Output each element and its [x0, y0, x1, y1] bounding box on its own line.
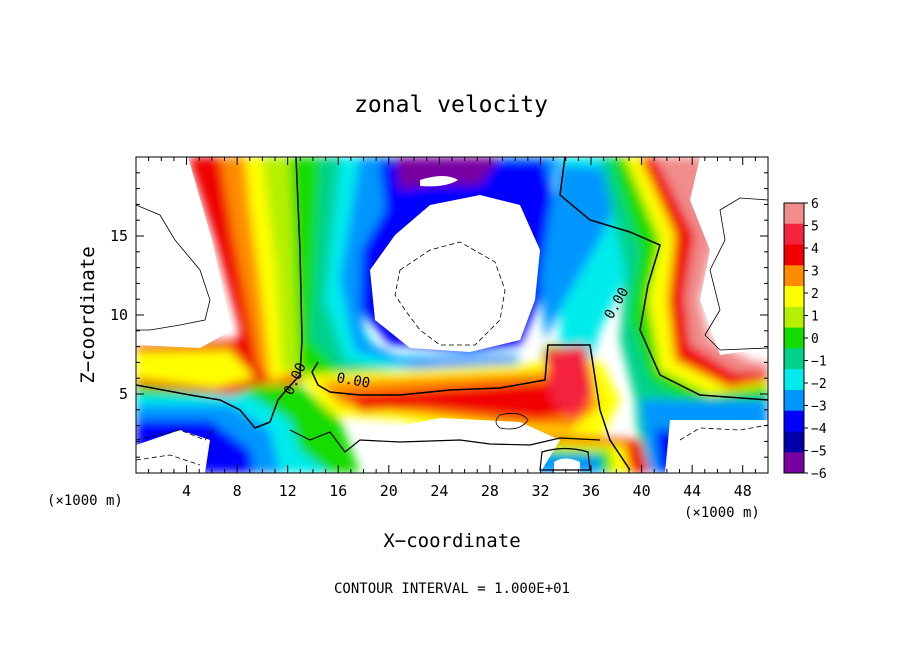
colorbar-label: 4	[811, 242, 819, 257]
x-unit-label-left: (×1000 m)	[47, 493, 123, 509]
x-tick-label: 36	[582, 482, 600, 500]
y-tick-label: 15	[110, 227, 128, 245]
x-tick-label: 16	[329, 482, 347, 500]
colorbar-swatch	[784, 369, 804, 391]
x-tick-label: 28	[481, 482, 499, 500]
colorbar-swatch	[784, 452, 804, 474]
colorbar-swatch	[784, 223, 804, 246]
colorbar-label: 0	[811, 332, 819, 347]
colorbar-label: −1	[811, 355, 827, 370]
x-tick-label: 32	[531, 482, 549, 500]
x-tick-label: 4	[182, 482, 191, 500]
colorbar-label: −4	[811, 422, 827, 437]
colorbar-swatch	[784, 431, 804, 453]
x-axis-label: X−coordinate	[383, 530, 520, 552]
contour-interval-note: CONTOUR INTERVAL = 1.000E+01	[334, 581, 570, 597]
colorbar: 6 5 4 3 2 1 0 −1 −2 −3 −4 −5 −6	[783, 197, 827, 482]
colorbar-swatch	[784, 244, 804, 266]
y-tick-label: 10	[110, 306, 128, 324]
colorbar-label: 3	[811, 265, 819, 280]
y-axis-label: Z−coordinate	[77, 246, 99, 383]
x-tick-label: 20	[380, 482, 398, 500]
colorbar-swatch	[784, 410, 804, 432]
x-tick-label: 8	[233, 482, 242, 500]
colorbar-label: −3	[811, 400, 827, 415]
chart-title: zonal velocity	[354, 92, 548, 118]
x-tick-label: 44	[683, 482, 701, 500]
colorbar-swatch	[784, 327, 804, 349]
x-tick-label: 40	[633, 482, 651, 500]
contour-lines	[136, 157, 768, 471]
colorbar-swatch	[784, 389, 804, 412]
colorbar-swatch	[784, 286, 804, 308]
x-tick-label: 24	[430, 482, 448, 500]
colorbar-label: −6	[811, 467, 827, 482]
colorbar-swatch	[784, 265, 804, 287]
colorbar-label: 6	[811, 197, 819, 212]
colorbar-label: 5	[811, 220, 819, 235]
y-tick-label: 5	[119, 385, 128, 403]
x-tick-label: 48	[734, 482, 752, 500]
colorbar-label: 2	[811, 287, 819, 302]
plot-area: 0.00 0.00 0.00 4 8 12 16 20 24 28 32 36 40 44 48510…	[110, 156, 769, 500]
colorbar-swatch	[784, 306, 804, 329]
colorbar-label: 1	[811, 310, 819, 325]
x-tick-label: 12	[279, 482, 297, 500]
colorbar-label: −2	[811, 377, 827, 392]
contour-label: 0.00	[335, 370, 371, 392]
colorbar-swatch	[784, 348, 804, 370]
colorbar-label: −5	[811, 445, 827, 460]
colorbar-swatch	[784, 203, 804, 225]
velocity-field: 0.00 0.00 0.00	[136, 157, 768, 473]
x-unit-label-right: (×1000 m)	[684, 505, 760, 521]
